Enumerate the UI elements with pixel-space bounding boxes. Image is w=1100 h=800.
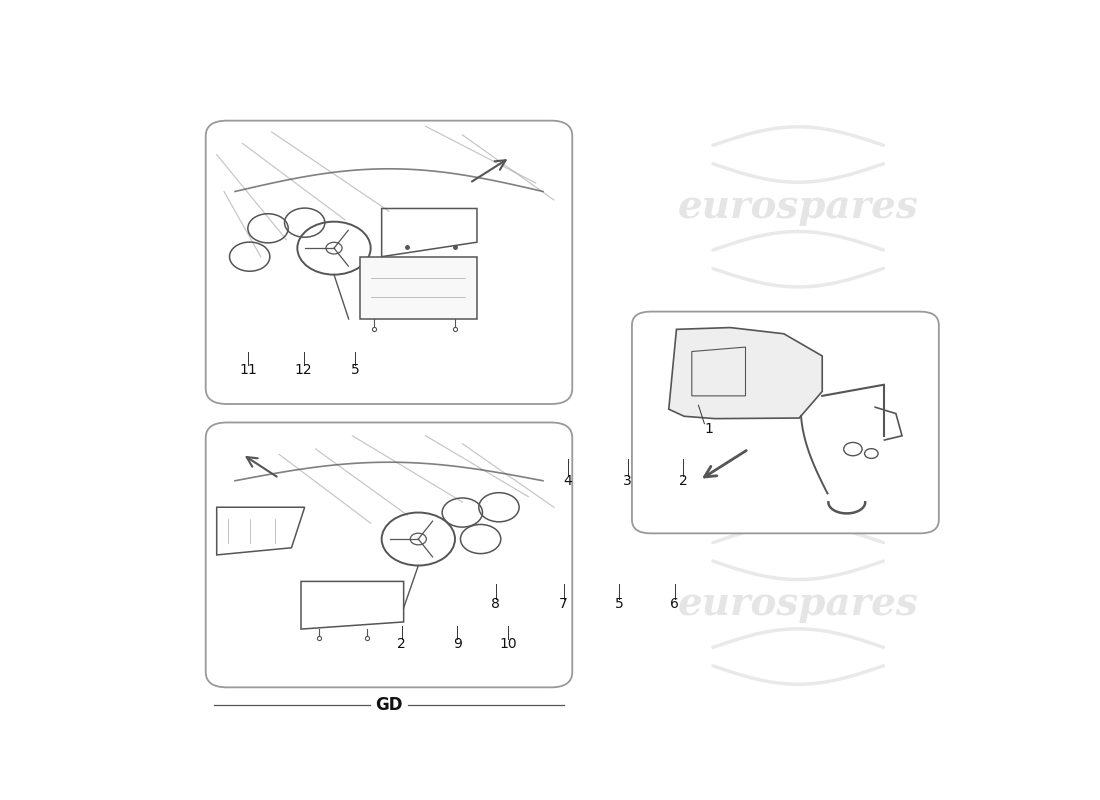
FancyBboxPatch shape — [631, 312, 938, 534]
FancyBboxPatch shape — [206, 121, 572, 404]
Text: 8: 8 — [491, 597, 501, 611]
Text: GD: GD — [375, 696, 403, 714]
Polygon shape — [669, 327, 822, 418]
Text: 9: 9 — [453, 638, 462, 651]
FancyBboxPatch shape — [360, 257, 477, 319]
Text: eurospares: eurospares — [678, 188, 918, 226]
Text: 12: 12 — [295, 363, 312, 377]
Text: 2: 2 — [679, 474, 688, 488]
Text: 11: 11 — [240, 363, 257, 377]
Text: 3: 3 — [624, 474, 632, 488]
Text: 1: 1 — [704, 422, 713, 436]
Text: 4: 4 — [563, 474, 572, 488]
Text: 2: 2 — [397, 638, 406, 651]
Text: 5: 5 — [351, 363, 360, 377]
FancyBboxPatch shape — [206, 422, 572, 687]
Text: 6: 6 — [670, 597, 679, 611]
Text: 7: 7 — [560, 597, 568, 611]
Text: eurospares: eurospares — [678, 586, 918, 623]
Text: 10: 10 — [499, 638, 517, 651]
Text: 5: 5 — [615, 597, 624, 611]
Text: eurospares: eurospares — [243, 234, 484, 272]
Text: eurospares: eurospares — [243, 570, 484, 608]
